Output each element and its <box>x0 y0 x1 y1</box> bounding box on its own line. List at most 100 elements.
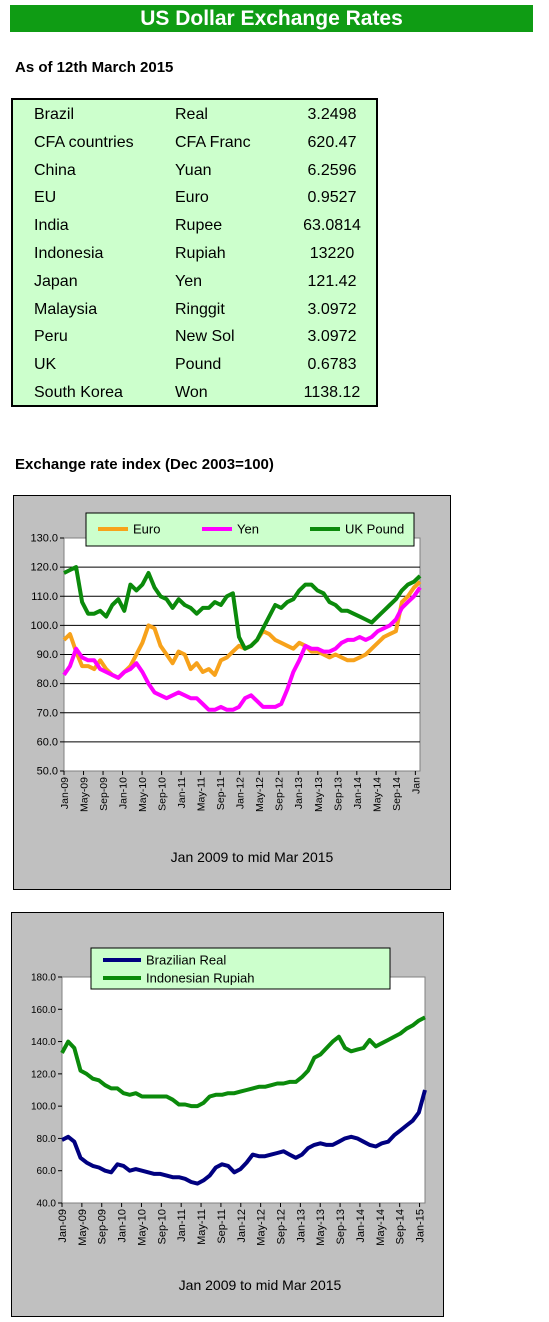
x-tick-label: May-11 <box>196 777 208 811</box>
currency-cell: Ringgit <box>175 300 225 318</box>
rate-cell: 13220 <box>309 245 355 262</box>
table-row: EU Euro 0.9527 <box>13 184 376 212</box>
x-tick-label: Jan-14 <box>352 777 364 809</box>
y-tick-label: 130.0 <box>30 533 58 545</box>
x-axis-title: Jan 2009 to mid Mar 2015 <box>179 1277 342 1293</box>
y-tick-label: 80.0 <box>37 678 58 690</box>
country-cell: India <box>34 217 69 235</box>
x-tick-label: Jan-13 <box>295 1209 307 1243</box>
y-tick-label: 180.0 <box>31 973 56 984</box>
y-tick-label: 60.0 <box>37 736 58 748</box>
y-tick-label: 100.0 <box>30 620 58 632</box>
x-tick-label: Sep-09 <box>97 1209 109 1244</box>
currency-cell: Rupee <box>175 217 223 235</box>
legend-label: Euro <box>133 522 160 537</box>
table-row: CFA countries CFA Franc 620.47 <box>13 129 376 157</box>
brazil-indonesia-chart: 40.0 60.0 80.0 100.0 120.0 140.0 160.0 180.0 Jan… <box>11 912 444 1317</box>
rate-cell: 121.42 <box>307 272 357 290</box>
chart1-svg: 50.0 60.0 70.0 80.0 90.0 100.0 110.0 120.0 130.0… <box>30 512 422 865</box>
rate-cell: 63.0814 <box>303 217 361 235</box>
series-line <box>61 1089 427 1186</box>
exchange-rate-index-chart: 50.0 60.0 70.0 80.0 90.0 100.0 110.0 120.0 130.0… <box>13 495 451 890</box>
table-row: Indonesia Rupiah 13220 <box>13 240 376 268</box>
currency-cell: CFA Franc <box>175 133 251 151</box>
table-row: Peru New Sol 3.0972 <box>13 323 376 351</box>
legend-label: UK Pound <box>345 522 404 537</box>
y-tick-label: 90.0 <box>37 649 58 661</box>
country-cell: Japan <box>34 272 78 290</box>
table-row: UK Pound 0.6783 <box>13 351 376 379</box>
rate-cell: 3.0972 <box>307 328 357 346</box>
rate-cell: 6.2596 <box>307 161 357 179</box>
x-tick-label: Jan-14 <box>355 1209 367 1243</box>
legend-label: Brazilian Real <box>146 953 226 968</box>
currency-cell: Won <box>175 384 208 401</box>
page-title: US Dollar Exchange Rates <box>10 5 533 32</box>
country-cell: South Korea <box>34 384 123 401</box>
x-tick-label: Sep-11 <box>215 777 227 810</box>
x-tick-label: May-09 <box>79 777 91 812</box>
x-tick-label: May-10 <box>137 777 149 812</box>
y-tick-label: 50.0 <box>37 766 58 778</box>
country-cell: China <box>34 161 76 179</box>
x-tick-label: Jan-11 <box>176 777 188 808</box>
x-tick-label: Jan-10 <box>117 1209 129 1243</box>
y-tick-label: 160.0 <box>31 1005 56 1016</box>
table-row: Japan Yen 121.42 <box>13 268 376 296</box>
x-tick-label: Sep-12 <box>274 777 286 811</box>
country-cell: Brazil <box>34 106 75 123</box>
country-cell: EU <box>34 189 57 207</box>
x-tick-label: May-12 <box>254 777 266 812</box>
country-cell: Malaysia <box>34 300 98 318</box>
x-tick-label: Sep-12 <box>276 1209 288 1244</box>
x-tick-label: Sep-10 <box>157 777 169 811</box>
x-tick-label: May-14 <box>371 777 383 812</box>
country-cell: Peru <box>34 328 68 346</box>
y-tick-label: 100.0 <box>31 1102 56 1113</box>
x-tick-label: Sep-14 <box>395 1209 407 1244</box>
legend-box <box>90 947 391 990</box>
country-cell: UK <box>34 356 57 374</box>
rate-cell: 0.6783 <box>307 356 357 374</box>
exchange-rates-table: Brazil Real 3.2498 CFA countries CFA Franc 62… <box>11 98 378 407</box>
x-tick-label: Sep-10 <box>156 1209 168 1244</box>
x-tick-label: Jan-12 <box>236 1209 248 1243</box>
x-tick-label: Jan-10 <box>118 777 130 809</box>
table-row: Malaysia Ringgit 3.0972 <box>13 296 376 324</box>
x-tick-label: Jan-12 <box>235 777 247 809</box>
x-tick-label: Jan-11 <box>176 1209 188 1242</box>
country-cell: CFA countries <box>34 133 134 151</box>
x-tick-label: May-12 <box>256 1209 268 1246</box>
x-tick-label: May-13 <box>315 1209 327 1246</box>
x-tick-label: Jan-13 <box>293 777 305 809</box>
y-tick-label: 70.0 <box>37 707 58 719</box>
x-tick-label: May-13 <box>313 777 325 812</box>
table-row: India Rupee 63.0814 <box>13 212 376 240</box>
as-of-date: As of 12th March 2015 <box>15 59 174 76</box>
x-tick-label: Sep-09 <box>98 777 110 811</box>
y-tick-label: 110.0 <box>31 591 58 603</box>
index-section-title: Exchange rate index (Dec 2003=100) <box>15 456 274 473</box>
legend-label: Indonesian Rupiah <box>146 971 254 986</box>
table-row: South Korea Won 1138.12 <box>13 379 376 407</box>
rate-cell: 620.47 <box>307 133 357 151</box>
x-tick-label: Jan-15 <box>415 1209 427 1243</box>
country-cell: Indonesia <box>34 245 104 262</box>
x-tick-label: Sep-11 <box>216 1209 228 1244</box>
x-tick-label: Jan-09 <box>57 1209 69 1243</box>
currency-cell: Yen <box>175 272 202 290</box>
x-axis-title: Jan 2009 to mid Mar 2015 <box>171 849 334 865</box>
currency-cell: Yuan <box>175 161 212 179</box>
y-tick-label: 40.0 <box>37 1199 57 1210</box>
table-row: China Yuan 6.2596 <box>13 157 376 185</box>
y-tick-label: 60.0 <box>37 1166 57 1177</box>
x-tick-label: Jan <box>410 777 422 794</box>
x-tick-label: Jan-09 <box>59 777 71 809</box>
x-tick-label: May-11 <box>196 1209 208 1245</box>
currency-cell: Real <box>175 106 208 123</box>
y-tick-label: 140.0 <box>31 1037 56 1048</box>
rate-cell: 1138.12 <box>303 384 361 401</box>
table-row: Brazil Real 3.2498 <box>13 101 376 129</box>
y-tick-label: 120.0 <box>30 562 58 574</box>
x-tick-label: May-10 <box>136 1209 148 1246</box>
